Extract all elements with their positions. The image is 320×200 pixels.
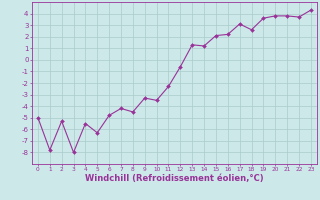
X-axis label: Windchill (Refroidissement éolien,°C): Windchill (Refroidissement éolien,°C) [85,174,264,183]
